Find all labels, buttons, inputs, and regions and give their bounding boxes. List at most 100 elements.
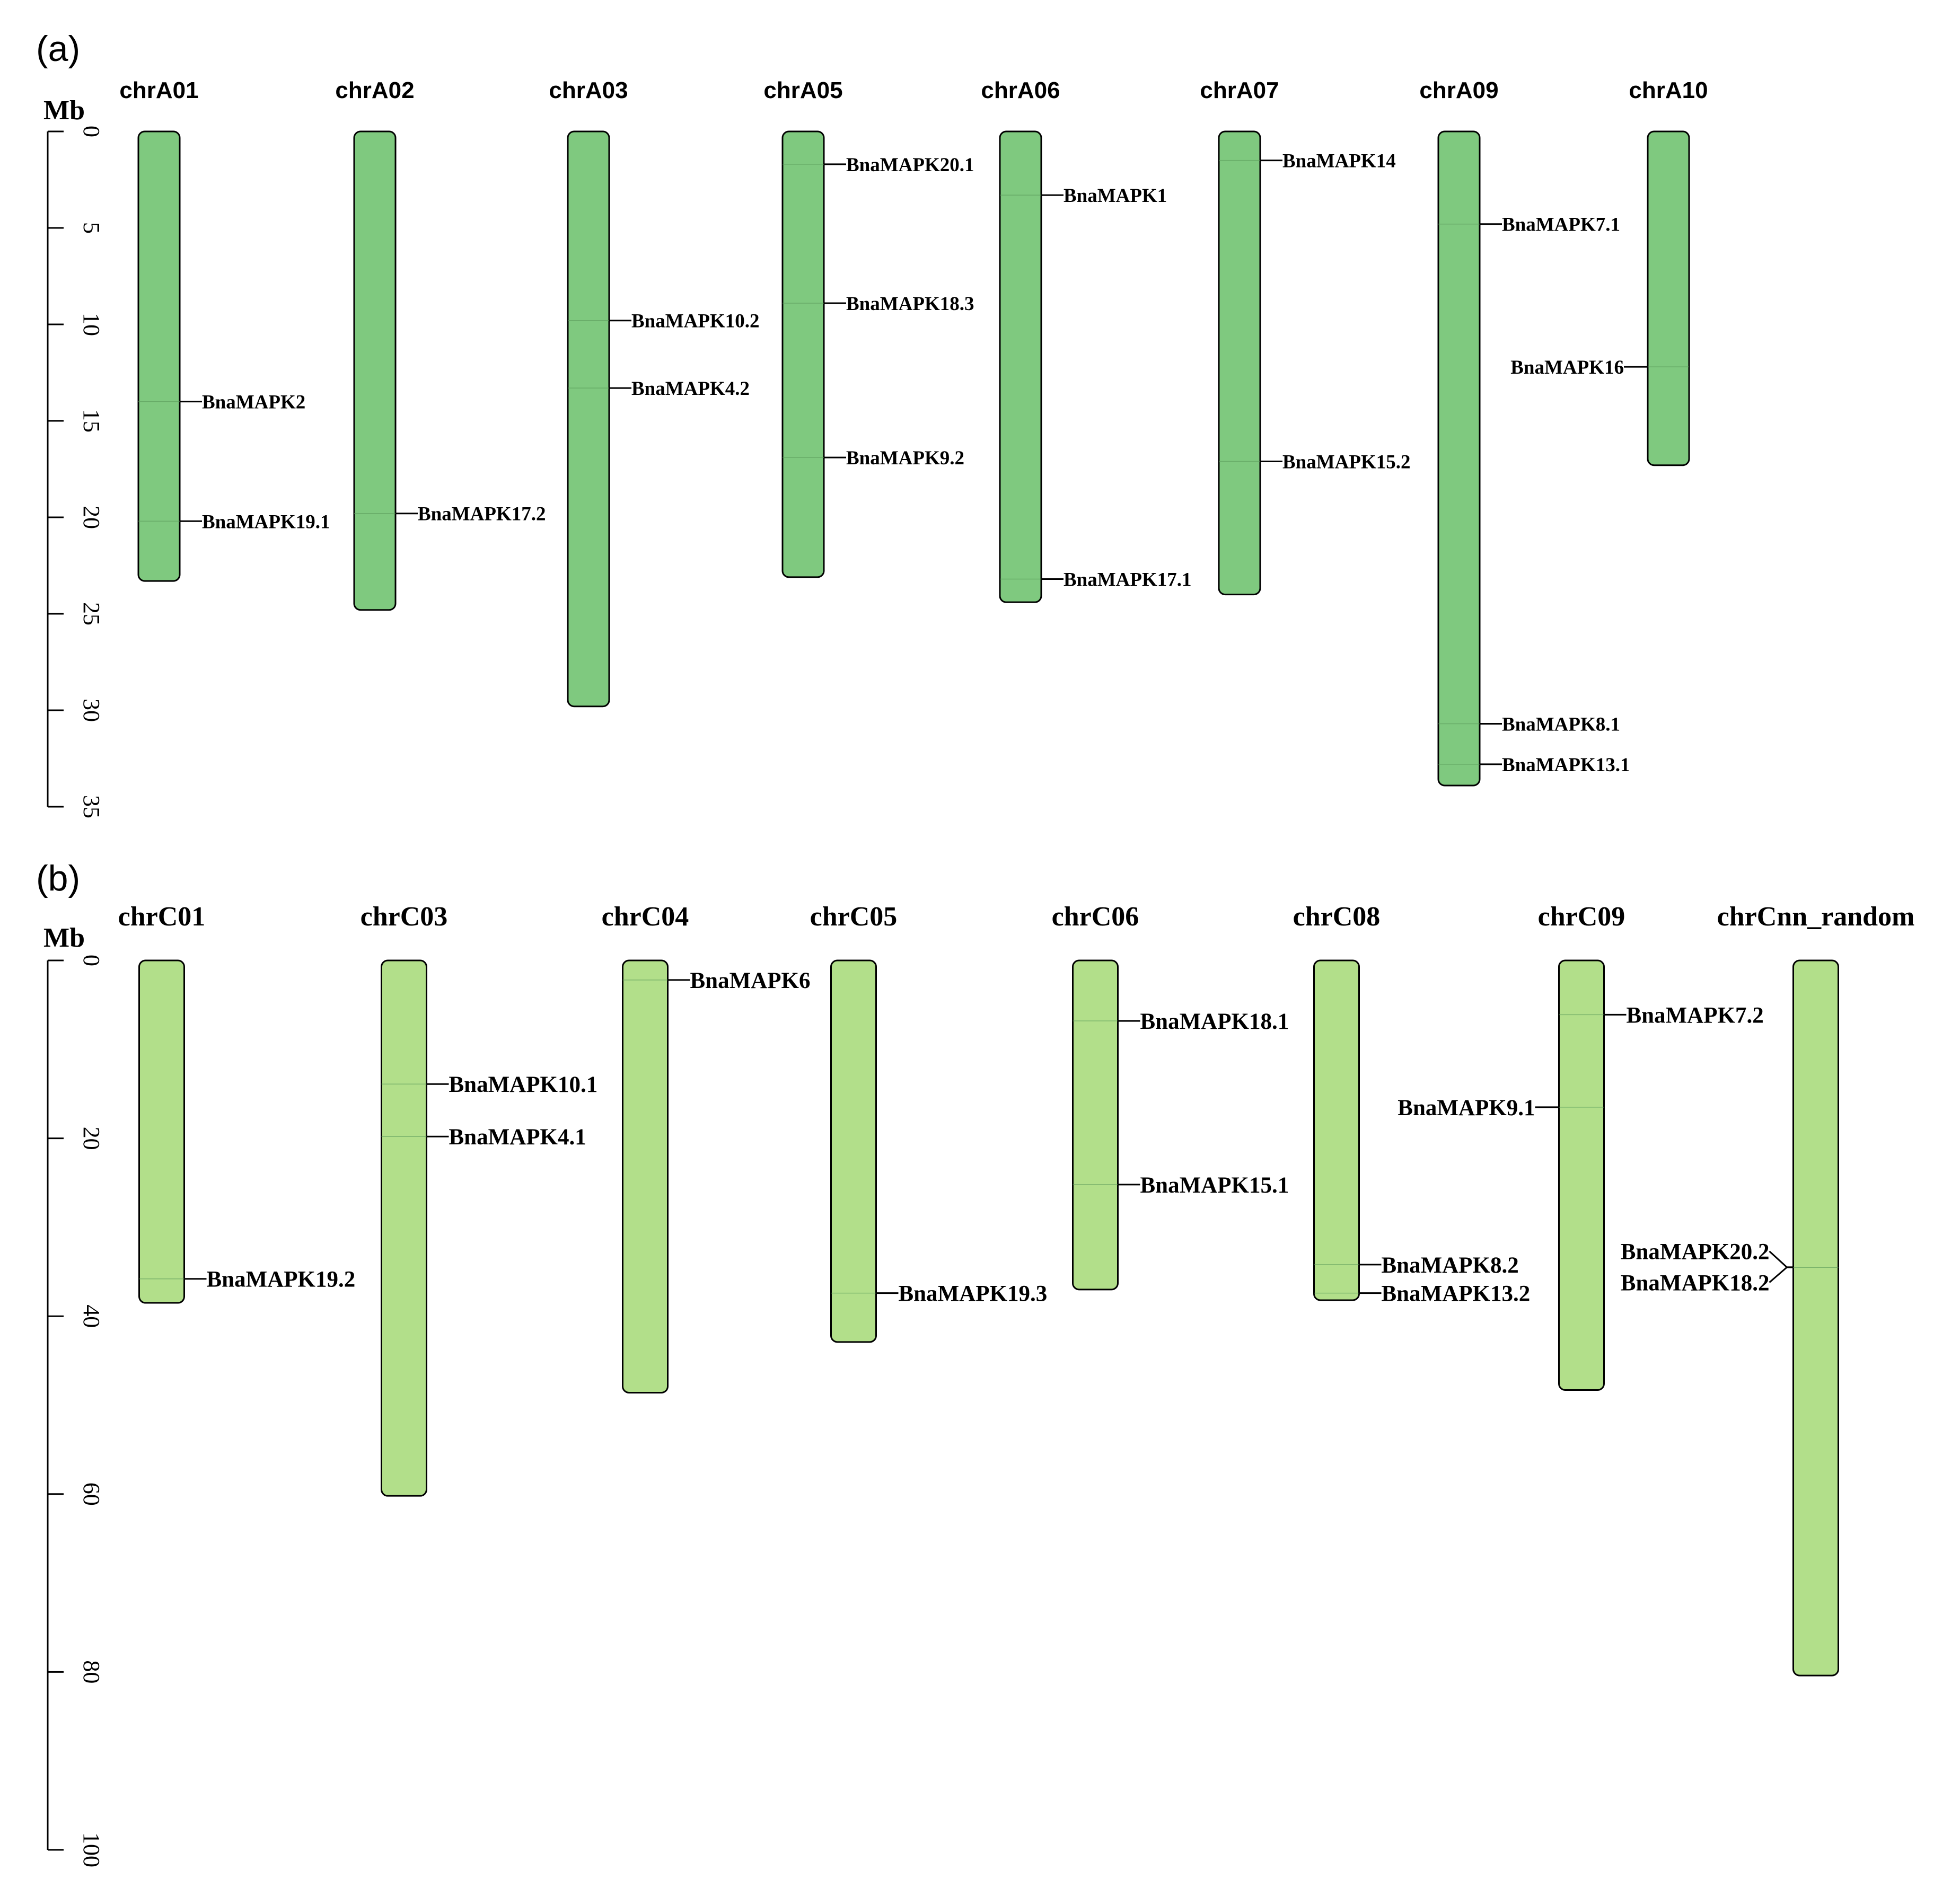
chromosome-bar: [138, 959, 185, 1304]
chromosome-name: chrC06: [1052, 902, 1139, 932]
gene-marker: BnaMAPK8.1: [1438, 713, 1620, 735]
gene-label: BnaMAPK9.1: [1398, 1096, 1535, 1121]
axis-unit-label: Mb: [43, 95, 85, 126]
chromosome-chrC03: chrC03 BnaMAPK10.1 BnaMAPK4.1: [361, 902, 597, 1497]
gene-marker: BnaMAPK20.1: [783, 154, 974, 176]
axis-tick-label: 0: [78, 126, 104, 137]
chromosome-name: chrA07: [1200, 77, 1279, 103]
axis-tick-label: 10: [78, 313, 104, 336]
chromosome-name: chrA03: [549, 77, 628, 103]
chromosome-name: chrC01: [118, 902, 206, 932]
gene-label: BnaMAPK8.2: [1382, 1253, 1519, 1278]
panel-b: (b)Mb020406080100chrC01BnaMAPK19.2chrC03…: [36, 858, 1914, 1867]
gene-marker: BnaMAPK10.2: [568, 311, 760, 332]
chromosome-bar: [1072, 959, 1119, 1291]
chromosome-bar: [1218, 130, 1261, 596]
gene-label: BnaMAPK7.2: [1627, 1003, 1764, 1028]
gene-label: BnaMAPK7.1: [1502, 214, 1620, 236]
gene-marker: BnaMAPK8.2: [1314, 1253, 1519, 1278]
gene-marker: BnaMAPK17.1: [1000, 569, 1192, 590]
gene-label: BnaMAPK18.3: [846, 293, 974, 315]
gene-label: BnaMAPK19.1: [202, 511, 330, 533]
gene-connector: [1769, 1250, 1794, 1268]
chromosome-name: chrA09: [1419, 77, 1498, 103]
chromosome-bar: [1437, 130, 1481, 787]
axis-unit-label: Mb: [43, 923, 85, 953]
gene-label: BnaMAPK18.1: [1140, 1009, 1289, 1034]
gene-marker: BnaMAPK15.1: [1073, 1173, 1289, 1198]
chromosome-name: chrCnn_random: [1717, 902, 1915, 932]
gene-label: BnaMAPK4.1: [449, 1125, 586, 1150]
chromosome-chrC08: chrC08 BnaMAPK8.2 BnaMAPK13.2: [1293, 902, 1531, 1307]
chromosome-chrC01: chrC01 BnaMAPK19.2: [118, 902, 356, 1304]
chromosome-bar: [622, 959, 669, 1394]
axis-tick-label: 60: [78, 1483, 104, 1506]
gene-label: BnaMAPK19.2: [207, 1267, 356, 1292]
chromosome-name: chrC05: [810, 902, 898, 932]
chromosome-chrA01: chrA01 BnaMAPK2 BnaMAPK19.1: [119, 77, 330, 582]
gene-marker: BnaMAPK19.3: [831, 1282, 1047, 1307]
gene-label: BnaMAPK2: [202, 392, 305, 413]
gene-marker: BnaMAPK7.2: [1559, 1003, 1764, 1028]
gene-marker: BnaMAPK13.2: [1314, 1282, 1531, 1307]
gene-label: BnaMAPK17.1: [1064, 569, 1192, 590]
chromosome-name: chrC04: [602, 902, 689, 932]
gene-label: BnaMAPK20.1: [846, 154, 974, 176]
gene-marker: BnaMAPK6: [622, 968, 811, 993]
gene-marker: BnaMAPK18.3: [783, 293, 974, 315]
chromosome-name: chrC03: [361, 902, 448, 932]
gene-marker: BnaMAPK18.2: [1621, 1266, 1839, 1295]
chromosome-chrA02: chrA02 BnaMAPK17.2: [335, 77, 546, 611]
panel-label: (a): [36, 29, 80, 69]
chromosome-bar: [567, 130, 610, 708]
chromosome-bar: [137, 130, 181, 582]
gene-marker: BnaMAPK10.1: [381, 1072, 597, 1097]
gene-label: BnaMAPK6: [690, 968, 811, 993]
gene-marker: BnaMAPK19.1: [138, 511, 330, 533]
chromosome-chrCnn_random: chrCnn_random BnaMAPK20.2 BnaMAPK18.2: [1621, 902, 1915, 1677]
gene-marker: BnaMAPK16: [1510, 357, 1689, 378]
chromosome-name: chrC08: [1293, 902, 1381, 932]
axis-tick-label: 35: [78, 795, 104, 818]
chromosome-name: chrA06: [981, 77, 1060, 103]
chromosome-bar: [381, 959, 427, 1497]
axis-tick-label: 80: [78, 1660, 104, 1683]
chromosome-chrC04: chrC04 BnaMAPK6: [602, 902, 811, 1394]
gene-marker: BnaMAPK9.2: [783, 447, 964, 469]
chromosome-chrA05: chrA05 BnaMAPK20.1 BnaMAPK18.3 BnaMAPK9.2: [763, 77, 974, 578]
gene-marker: BnaMAPK9.1: [1398, 1096, 1604, 1121]
gene-label: BnaMAPK9.2: [846, 447, 964, 469]
gene-label: BnaMAPK4.2: [631, 378, 750, 400]
chromosome-chrA10: chrA10 BnaMAPK16: [1510, 77, 1708, 466]
gene-marker: BnaMAPK7.1: [1438, 214, 1620, 236]
chromosome-bar: [1647, 130, 1690, 466]
chromosome-name: chrA01: [119, 77, 198, 103]
gene-marker: BnaMAPK15.2: [1219, 451, 1411, 473]
gene-label: BnaMAPK10.2: [631, 311, 760, 332]
gene-marker: BnaMAPK19.2: [139, 1267, 356, 1292]
gene-label: BnaMAPK13.1: [1502, 754, 1630, 776]
y-axis: Mb0 5 10 15 20 25 30 35: [43, 95, 104, 818]
chromosome-chrC06: chrC06 BnaMAPK18.1 BnaMAPK15.1: [1052, 902, 1289, 1291]
y-axis: Mb 0 20 40 60 80 100: [43, 923, 104, 1867]
chromosome-bar: [1558, 959, 1605, 1391]
gene-label: BnaMAPK15.2: [1282, 451, 1411, 473]
gene-connector: [1769, 1266, 1794, 1283]
chromosome-bar: [353, 130, 397, 611]
chromosome-name: chrA02: [335, 77, 414, 103]
gene-label: BnaMAPK15.1: [1140, 1173, 1289, 1198]
gene-marker: BnaMAPK18.1: [1073, 1009, 1289, 1034]
chromosome-bar: [999, 130, 1042, 603]
chromosome-name: chrC09: [1538, 902, 1625, 932]
chromosome-chrA03: chrA03 BnaMAPK10.2 BnaMAPK4.2: [549, 77, 760, 708]
gene-marker: BnaMAPK4.2: [568, 378, 750, 400]
axis-tick-label: 5: [78, 222, 104, 234]
gene-label: BnaMAPK20.2: [1621, 1240, 1770, 1265]
panel-label: (b): [36, 858, 80, 898]
gene-label: BnaMAPK18.2: [1621, 1271, 1770, 1295]
gene-label: BnaMAPK13.2: [1382, 1282, 1531, 1307]
chromosome-name: chrA10: [1629, 77, 1708, 103]
axis-tick-label: 30: [78, 699, 104, 722]
gene-marker: BnaMAPK2: [138, 392, 305, 413]
gene-marker: BnaMAPK17.2: [354, 504, 546, 525]
